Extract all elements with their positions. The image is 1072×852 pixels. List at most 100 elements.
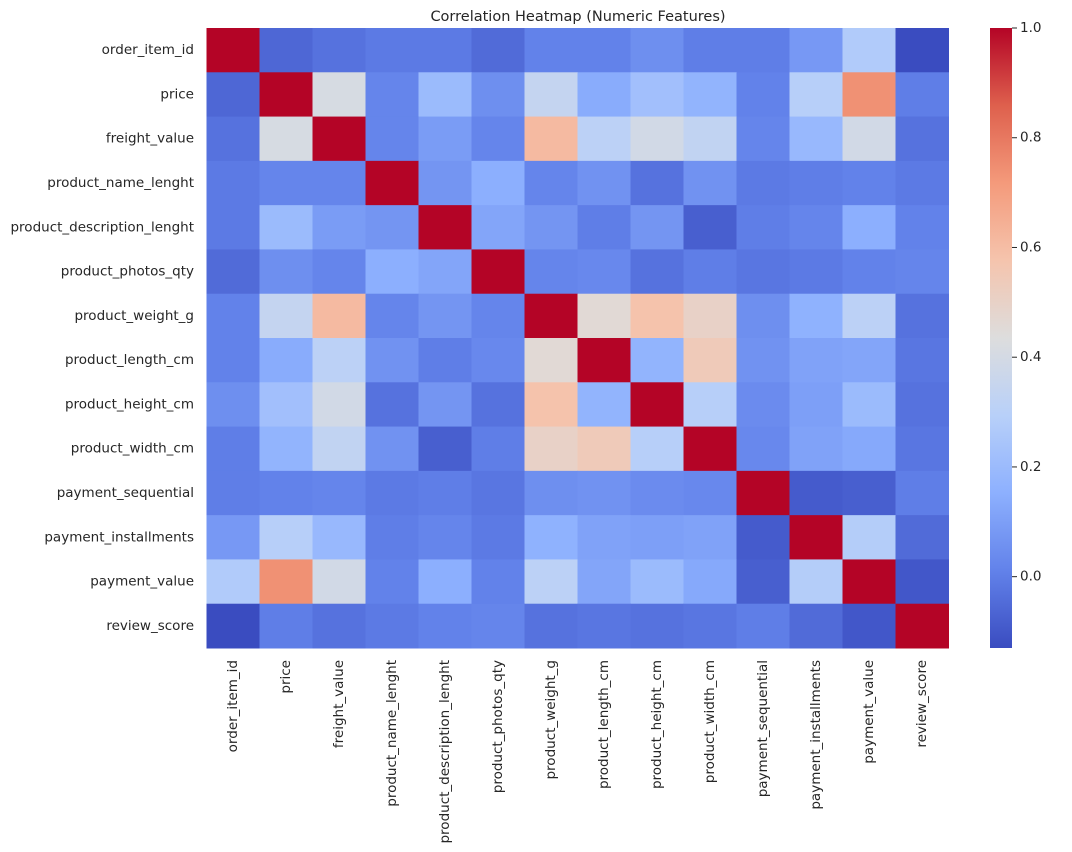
heatmap-cell [259,205,313,250]
colorbar [990,28,1012,648]
heatmap-cell [206,116,260,162]
heatmap-cell [577,72,631,118]
heatmap-cell [736,382,790,428]
heatmap-cell [895,293,949,339]
heatmap-cell [630,470,684,516]
colorbar-tick-label: 1.0 [1020,20,1041,36]
heatmap-cell [471,205,525,250]
heatmap-cell [259,382,313,428]
heatmap-cell [365,72,419,118]
heatmap-cell [895,72,949,118]
heatmap-cell [577,426,631,472]
heatmap-cell [365,293,419,339]
heatmap-cell [842,515,896,560]
heatmap-cell [418,470,472,516]
heatmap-cell [736,603,790,649]
x-tick-label: product_height_cm [649,660,665,789]
heatmap-cell [471,249,525,295]
y-tick-label: review_score [106,618,194,634]
heatmap-cell [312,116,366,162]
heatmap-cell [895,559,949,605]
heatmap-cell [736,249,790,295]
heatmap-cell [418,293,472,339]
heatmap-cell [206,72,260,118]
heatmap-cell [895,470,949,516]
heatmap-cell [418,249,472,295]
heatmap-cell [789,249,843,295]
heatmap-cell [683,515,737,560]
y-tick-label: payment_sequential [57,485,194,501]
heatmap-cell [418,160,472,206]
heatmap-cell [895,249,949,295]
heatmap-cell [259,470,313,516]
heatmap-cell [736,559,790,605]
heatmap-cell [524,72,578,118]
heatmap-cell [630,515,684,560]
heatmap-cell [789,470,843,516]
chart-title: Correlation Heatmap (Numeric Features) [430,9,725,25]
heatmap-cell [312,72,366,118]
heatmap-cell [577,293,631,339]
heatmap-cell [736,72,790,118]
heatmap-cell [630,160,684,206]
heatmap-cell [789,338,843,383]
colorbar-tick-label: 0.6 [1020,239,1041,255]
heatmap-cell [683,426,737,472]
heatmap-cell [895,205,949,250]
heatmap-cell [895,116,949,162]
heatmap-cell [683,382,737,428]
x-tick-label: product_description_lenght [437,660,453,844]
heatmap-cell [630,426,684,472]
heatmap-cell [259,249,313,295]
heatmap-cell [524,293,578,339]
heatmap-cell [577,338,631,383]
heatmap-cell [365,470,419,516]
heatmap-cell [471,426,525,472]
heatmap-cell [683,205,737,250]
heatmap-cell [471,559,525,605]
y-tick-label: product_description_lenght [10,219,194,235]
heatmap-cell [365,382,419,428]
x-tick-label: payment_installments [808,660,824,810]
heatmap-cell [842,426,896,472]
heatmap-cell [259,515,313,560]
x-tick-label: product_name_lenght [384,660,400,807]
heatmap-cell [312,249,366,295]
heatmap-cell [842,603,896,649]
heatmap-cell [842,293,896,339]
heatmap-cell [524,382,578,428]
heatmap-cell [683,293,737,339]
heatmap-cell [736,293,790,339]
heatmap-cell [683,338,737,383]
y-tick-label: payment_value [90,574,194,590]
heatmap-cell [312,559,366,605]
heatmap-cell [577,249,631,295]
heatmap-cell [736,28,790,73]
heatmap-cell [842,160,896,206]
heatmap-cell [842,116,896,162]
heatmap-cell [365,249,419,295]
heatmap-cell [895,426,949,472]
heatmap-cell [471,116,525,162]
y-tick-label: price [160,86,194,102]
heatmap-cell [312,426,366,472]
heatmap-cell [577,470,631,516]
heatmap-cell [524,426,578,472]
heatmap-cell [259,72,313,118]
heatmap-cell [206,160,260,206]
heatmap-cell [365,515,419,560]
heatmap-cell [206,249,260,295]
heatmap-cell [630,72,684,118]
x-tick-label: product_width_cm [702,660,718,783]
heatmap-cell [577,205,631,250]
heatmap-cell [259,160,313,206]
heatmap-cell [206,205,260,250]
heatmap-cell [259,28,313,73]
heatmap-cell [206,293,260,339]
heatmap-cell [259,426,313,472]
heatmap-cell [630,116,684,162]
heatmap-cell [524,28,578,73]
heatmap-cell [842,382,896,428]
colorbar-tick-label: 0.4 [1020,349,1041,365]
heatmap-cell [577,382,631,428]
